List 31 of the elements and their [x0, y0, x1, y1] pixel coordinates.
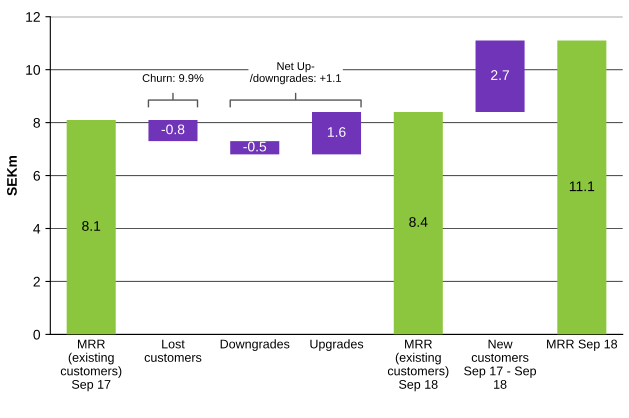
x-tick-label: Downgrades	[220, 339, 290, 351]
data-label: 11.1	[570, 182, 594, 192]
y-tick-label: 12	[26, 12, 40, 22]
annotation: Churn: 9.9%	[142, 74, 204, 82]
data-label: 2.7	[491, 70, 510, 80]
x-tick-label: MRR Sep 18	[547, 340, 618, 351]
annotation: Net Up- /downgrades: +1.1	[250, 62, 341, 84]
y-tick-label: 10	[26, 65, 40, 75]
bar	[557, 40, 606, 334]
x-tick-label: MRR (existing customers) Sep 17	[60, 340, 122, 392]
data-label: -0.8	[162, 124, 184, 134]
data-label: 8.1	[82, 221, 100, 231]
y-tick-label: 0	[33, 330, 40, 340]
bar	[230, 141, 280, 154]
y-tick-label: 8	[33, 118, 40, 128]
bar	[66, 120, 116, 334]
bar	[312, 112, 362, 154]
y-axis-title: SEKm	[7, 156, 17, 196]
x-tick-label: Lost customers	[144, 340, 202, 362]
x-tick-label: New customers Sep 17 - Sep 18	[464, 340, 536, 389]
x-tick-label: MRR (existing customers) Sep 18	[388, 340, 448, 392]
y-tick-label: 6	[34, 170, 40, 181]
data-label: 8.4	[409, 217, 428, 227]
y-tick-label: 4	[33, 224, 40, 234]
y-tick-label: 2	[34, 276, 40, 286]
data-label: 1.6	[328, 127, 346, 137]
x-tick-label: Upgrades	[310, 339, 364, 351]
bar	[476, 40, 525, 112]
bar	[148, 120, 198, 142]
bar	[394, 112, 443, 334]
data-label: -0.5	[243, 142, 266, 152]
